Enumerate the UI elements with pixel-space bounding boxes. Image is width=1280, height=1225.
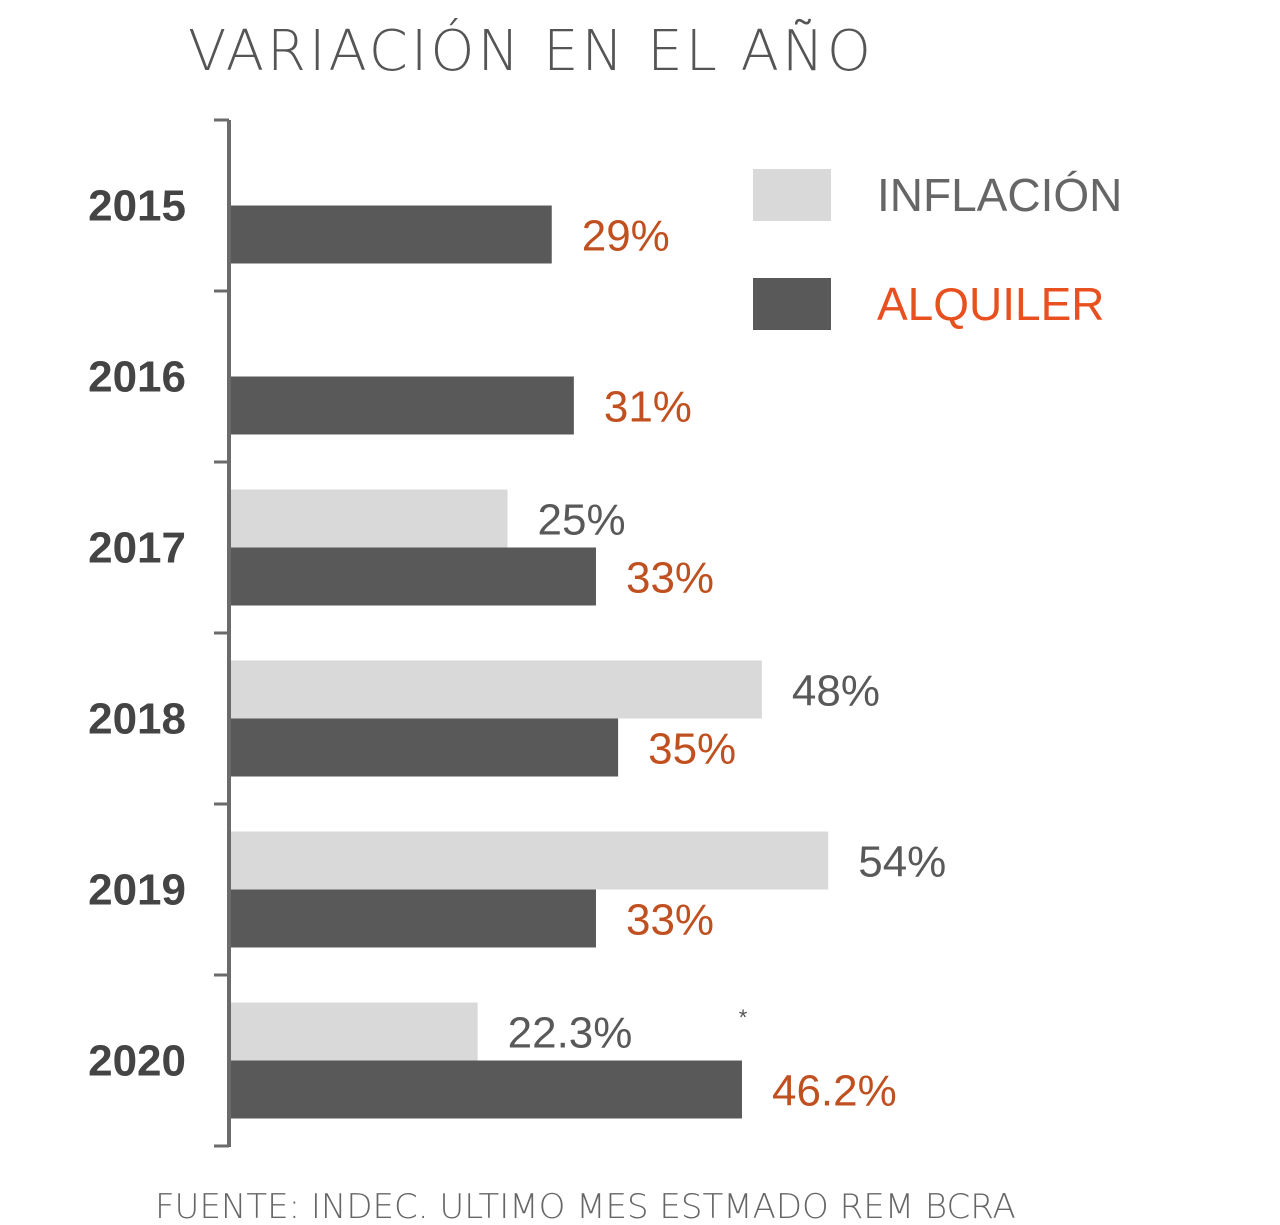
bar-alquiler xyxy=(231,718,619,777)
footnote-marker: * xyxy=(739,1005,748,1030)
legend-label: INFLACIÓN xyxy=(877,169,1122,221)
data-label-alquiler: 33% xyxy=(626,554,714,603)
bars xyxy=(231,205,829,1119)
bar-alquiler xyxy=(231,1060,742,1119)
chart-title: VARIACIÓN EN EL AÑO xyxy=(188,19,874,84)
data-label-inflacion: 54% xyxy=(858,838,946,887)
bar-alquiler xyxy=(231,376,574,435)
bar-inflacion xyxy=(231,489,508,548)
bar-alquiler xyxy=(231,889,596,948)
data-label-alquiler: 35% xyxy=(648,725,736,774)
data-label-alquiler: 31% xyxy=(604,383,692,432)
data-label-inflacion: 48% xyxy=(792,667,880,716)
legend-label: ALQUILER xyxy=(877,278,1105,330)
data-label-alquiler: 46.2% xyxy=(772,1067,897,1116)
bar-inflacion xyxy=(231,1002,478,1061)
y-tick-label: 2017 xyxy=(88,524,186,573)
source-note: FUENTE: INDEC. ULTIMO MES ESTMADO REM BC… xyxy=(155,1187,1016,1225)
legend: INFLACIÓN ALQUILER xyxy=(753,169,1122,330)
y-tick-label: 2016 xyxy=(88,353,186,402)
data-label-alquiler: 33% xyxy=(626,896,714,945)
y-tick-label: 2020 xyxy=(88,1037,186,1086)
bar-inflacion xyxy=(231,660,762,719)
data-label-inflacion: 22.3% xyxy=(508,1009,633,1058)
data-labels: 29%31%25%33%48%35%54%33%22.3%46.2% xyxy=(508,212,947,1116)
y-tick-label: 2018 xyxy=(88,695,186,744)
bar-alquiler xyxy=(231,547,596,606)
data-label-inflacion: 25% xyxy=(538,496,626,545)
bar-alquiler xyxy=(231,205,552,264)
bar-inflacion xyxy=(231,831,829,890)
data-label-alquiler: 29% xyxy=(582,212,670,261)
y-tick-label: 2019 xyxy=(88,866,186,915)
legend-swatch xyxy=(753,278,831,330)
y-axis: 2015 2016 2017 2018 2019 2020 xyxy=(88,118,231,1148)
y-tick-label: 2015 xyxy=(88,182,186,231)
legend-swatch xyxy=(753,169,831,221)
